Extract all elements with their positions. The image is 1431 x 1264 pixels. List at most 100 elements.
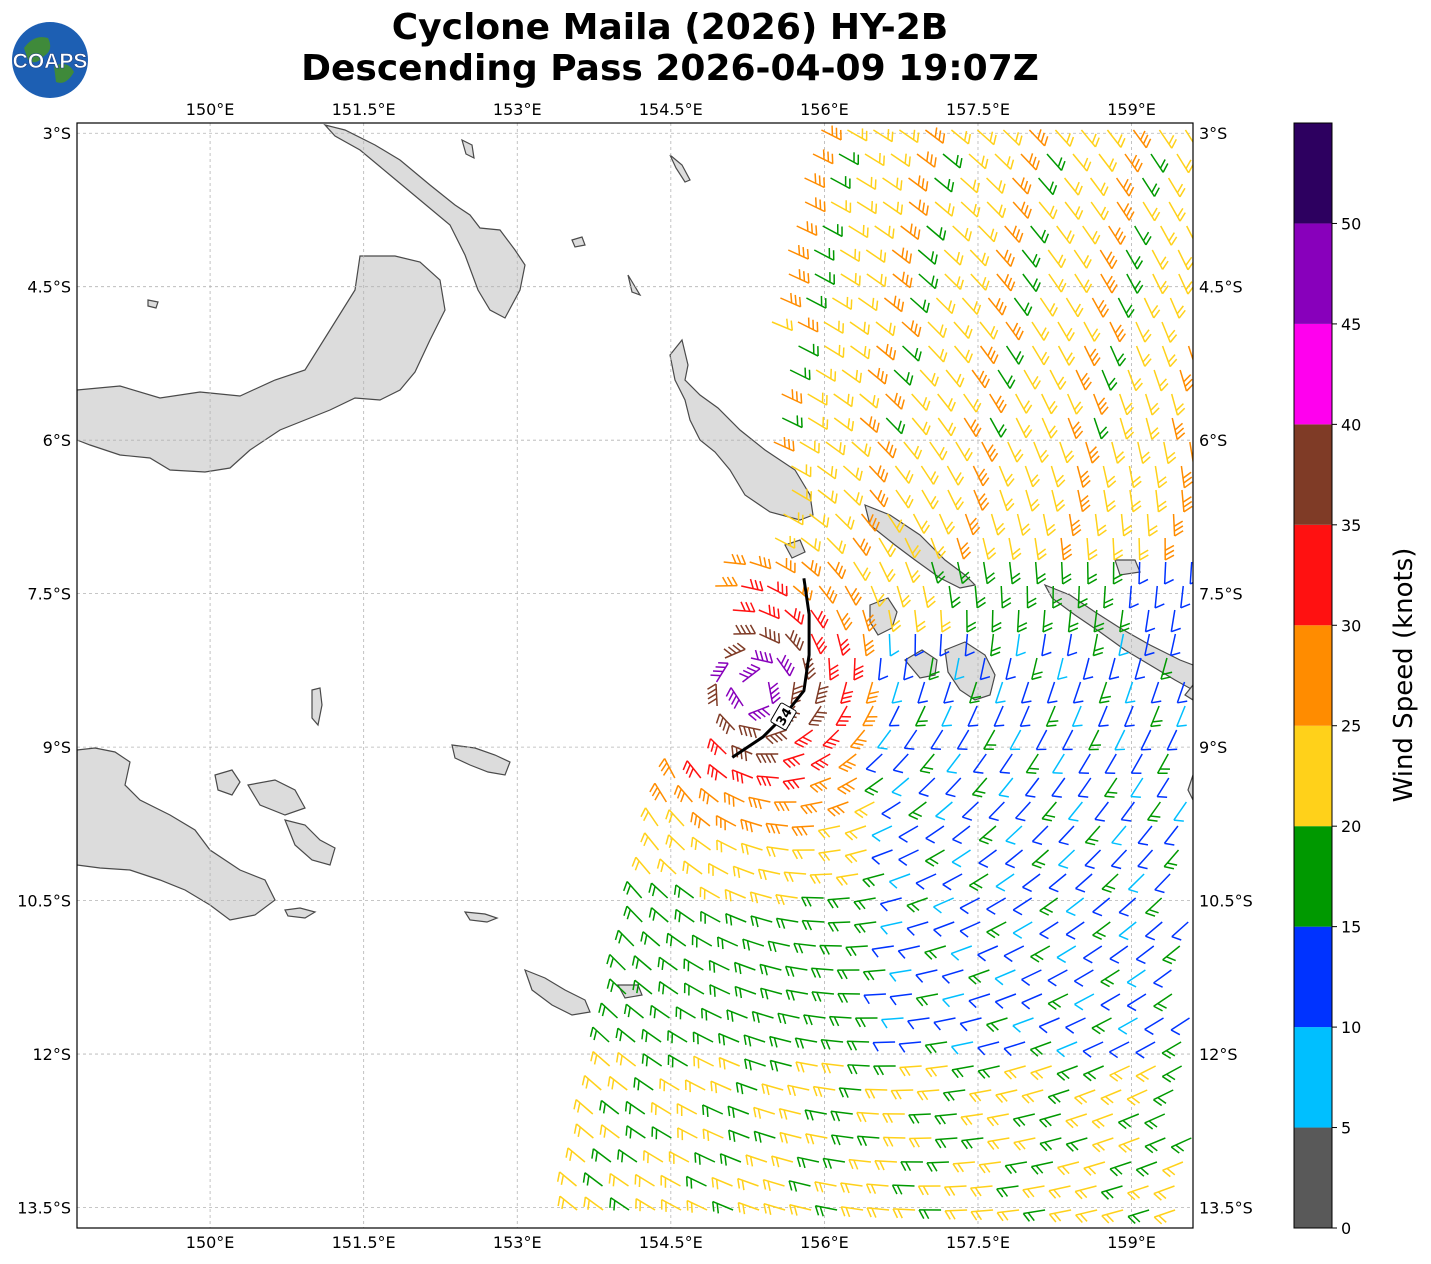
wind-barb: [1020, 153, 1040, 171]
wind-barb: [800, 801, 823, 815]
wind-barb: [1100, 273, 1118, 294]
wind-barb: [856, 176, 877, 191]
wind-barb: [709, 984, 731, 997]
colorbar-tick-label: 50: [1341, 214, 1361, 233]
wind-barb: [856, 201, 878, 215]
wind-barb: [1112, 537, 1124, 561]
wind-barb: [950, 1041, 974, 1055]
wind-barb: [1048, 1185, 1071, 1199]
wind-barb: [969, 681, 982, 704]
y-tick-label-right: 6°S: [1199, 431, 1227, 450]
wind-barb: [956, 729, 970, 751]
wind-barb: [823, 320, 845, 334]
wind-barb: [755, 753, 779, 764]
wind-barb: [862, 969, 886, 981]
wind-barb: [690, 836, 711, 851]
wind-barb: [782, 753, 805, 769]
wind-barb: [773, 437, 795, 452]
wind-barb: [1047, 993, 1069, 1010]
wind-barb: [968, 969, 990, 985]
wind-barb: [1150, 705, 1163, 728]
wind-barb: [765, 822, 789, 835]
wind-barb: [625, 1125, 646, 1139]
wind-barb: [1003, 1065, 1026, 1080]
wind-barb: [710, 1080, 732, 1094]
land-shape: [669, 338, 814, 521]
wind-barb: [1153, 1089, 1174, 1107]
wind-barb: [844, 849, 867, 864]
wind-barb: [818, 849, 841, 862]
y-tick-label-right: 7.5°S: [1199, 585, 1243, 604]
wind-barb: [1102, 465, 1117, 489]
wind-barb: [743, 1034, 766, 1047]
wind-barb: [1041, 801, 1057, 822]
wind-barb: [1083, 945, 1103, 964]
wind-barb: [948, 585, 961, 609]
wind-barb: [651, 1126, 672, 1140]
wind-barb: [951, 849, 971, 868]
colorbar-tick-label: 0: [1341, 1219, 1351, 1238]
wind-barb: [1089, 177, 1109, 197]
wind-barb: [1109, 345, 1127, 367]
wind-barb: [978, 225, 998, 243]
wind-barb: [807, 416, 829, 431]
wind-barb: [898, 129, 920, 144]
wind-barb: [857, 297, 879, 312]
wind-barb: [1116, 201, 1135, 221]
wind-barb: [1161, 345, 1178, 368]
wind-barb: [699, 886, 721, 900]
wind-barb: [999, 489, 1015, 512]
wind-barb: [1029, 1041, 1052, 1057]
wind-barb: [749, 891, 772, 904]
wind-barb: [693, 1055, 714, 1069]
wind-barb: [1162, 1161, 1184, 1178]
wind-barb: [787, 245, 810, 260]
wind-barb: [1012, 177, 1032, 195]
wind-barb: [1097, 705, 1109, 728]
wind-barb: [998, 465, 1015, 487]
wind-barb: [862, 873, 885, 888]
wind-barb: [1103, 585, 1114, 609]
wind-barb: [784, 608, 805, 625]
y-tick-label-left: 3°S: [43, 124, 71, 143]
wind-barb: [914, 609, 926, 633]
wind-barb: [908, 199, 929, 217]
wind-barb: [740, 818, 763, 833]
land-shape: [463, 911, 499, 923]
wind-barb: [1146, 801, 1161, 822]
wind-barb: [690, 811, 711, 829]
wind-barb: [865, 753, 883, 773]
wind-barb: [1004, 849, 1023, 869]
wind-barb: [1130, 777, 1144, 798]
wind-barb: [707, 683, 718, 707]
wind-barb: [763, 1202, 786, 1215]
wind-barb: [1119, 609, 1131, 633]
wind-barb: [976, 129, 997, 146]
wind-barb: [1019, 705, 1031, 727]
wind-barb: [850, 345, 871, 360]
wind-barb: [801, 896, 824, 907]
wind-barb: [914, 633, 925, 657]
wind-barb: [1138, 561, 1149, 585]
wind-barb: [609, 1197, 630, 1211]
wind-barb: [766, 581, 788, 597]
wind-barb: [853, 921, 877, 934]
wind-barb: [1048, 1209, 1072, 1223]
wind-barb: [1058, 825, 1075, 846]
wind-barb: [945, 369, 965, 388]
wind-barb: [807, 392, 828, 406]
wind-barb: [978, 849, 997, 868]
wind-barb: [893, 369, 914, 386]
wind-barb: [868, 465, 889, 483]
wind-barb: [750, 915, 773, 928]
wind-barb: [1171, 921, 1189, 941]
wind-barb: [891, 247, 913, 264]
wind-barb: [925, 849, 945, 867]
wind-barb: [940, 609, 951, 633]
wind-barb: [994, 993, 1017, 1009]
wind-barb: [817, 489, 838, 504]
wind-barb: [1024, 465, 1040, 488]
wind-barb: [982, 561, 996, 585]
wind-barb: [839, 248, 861, 262]
colorbar-segment: [1294, 524, 1332, 626]
